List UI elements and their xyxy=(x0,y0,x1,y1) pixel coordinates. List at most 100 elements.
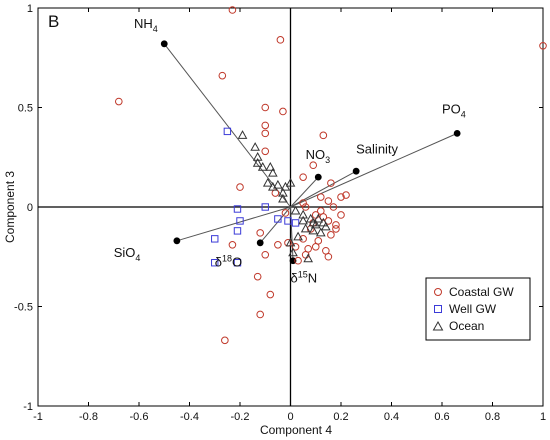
point-coastal-gw xyxy=(228,241,237,249)
x-tick-label: 0.8 xyxy=(485,411,500,423)
point-coastal-gw xyxy=(327,179,335,187)
vector-label-15n: δ15N xyxy=(291,270,318,286)
vector-tip-sio4 xyxy=(173,237,181,245)
point-coastal-gw xyxy=(299,235,307,243)
point-well-gw xyxy=(236,217,244,225)
vector-label-po4: PO4 xyxy=(442,101,466,119)
point-coastal-gw xyxy=(324,252,333,261)
point-coastal-gw xyxy=(236,183,244,191)
point-coastal-gw xyxy=(294,256,302,265)
point-coastal-gw xyxy=(327,231,335,239)
point-well-gw xyxy=(284,217,292,225)
vector-label-salinity: Salinity xyxy=(356,141,398,156)
point-well-gw xyxy=(223,127,232,136)
y-tick-label: 0 xyxy=(27,202,33,214)
point-coastal-gw xyxy=(256,229,265,237)
vector-line-18o xyxy=(259,206,291,244)
vector-line-sio4 xyxy=(176,206,291,242)
point-coastal-gw xyxy=(329,203,338,211)
point-ocean xyxy=(250,142,260,151)
legend: Coastal GW Well GW Ocean xyxy=(425,277,531,341)
point-ocean xyxy=(265,161,276,171)
point-coastal-gw xyxy=(261,121,270,130)
point-coastal-gw xyxy=(261,250,270,259)
point-ocean xyxy=(285,237,296,247)
loading-labels: NH4 PO4 NO3 Salinity SiO4 δ18O δ15N xyxy=(114,16,466,286)
point-well-gw xyxy=(233,205,242,213)
point-coastal-gw xyxy=(539,42,547,50)
point-ocean xyxy=(262,177,273,187)
x-tick-label: 1 xyxy=(540,411,546,423)
point-ocean xyxy=(310,219,321,229)
point-coastal-gw xyxy=(317,207,325,215)
legend-marker-coastal-gw xyxy=(434,288,442,296)
point-coastal-gw xyxy=(314,237,323,245)
vector-line-no3 xyxy=(290,176,319,208)
point-coastal-gw xyxy=(317,193,325,201)
vector-label-sio4: SiO4 xyxy=(114,245,141,263)
vector-tip-18o xyxy=(256,239,264,247)
point-well-gw xyxy=(261,203,269,211)
axis-ticks: -1 -0.8 -0.6 -0.4 -0.2 0 0.2 0.4 0.6 0.8 1 -1 -0.5 0 0… xyxy=(14,3,546,423)
vector-tip-salinity xyxy=(352,167,360,175)
x-tick-label: -0.4 xyxy=(180,411,199,423)
vector-line-nh4 xyxy=(163,43,291,208)
data-points xyxy=(115,6,547,345)
point-coastal-gw xyxy=(115,97,123,106)
point-coastal-gw xyxy=(332,225,340,233)
point-coastal-gw xyxy=(337,211,345,219)
y-tick-label: -1 xyxy=(23,401,33,413)
point-ocean xyxy=(288,247,298,257)
vector-label-18o: δ18O xyxy=(215,254,242,270)
legend-marker-well-gw xyxy=(434,305,442,313)
point-ocean xyxy=(308,225,319,235)
point-coastal-gw xyxy=(261,147,270,156)
vector-tip-nh4 xyxy=(160,40,168,48)
point-ocean xyxy=(278,193,288,203)
point-ocean xyxy=(315,227,326,237)
point-coastal-gw xyxy=(253,272,262,281)
vector-line-15n xyxy=(290,206,294,261)
point-coastal-gw xyxy=(299,173,307,181)
point-coastal-gw xyxy=(324,197,333,205)
point-coastal-gw xyxy=(221,336,229,345)
point-coastal-gw xyxy=(228,6,237,14)
point-ocean xyxy=(267,167,278,177)
point-ocean xyxy=(273,179,283,189)
point-coastal-gw xyxy=(261,103,270,112)
point-well-gw xyxy=(233,259,242,267)
point-coastal-gw xyxy=(279,107,287,116)
point-ocean xyxy=(298,209,308,219)
point-ocean xyxy=(285,177,296,187)
point-ocean xyxy=(321,221,331,231)
point-ocean xyxy=(290,205,301,215)
point-coastal-gw xyxy=(266,290,275,299)
point-ocean xyxy=(237,130,248,139)
point-ocean xyxy=(252,152,263,161)
point-ocean xyxy=(257,161,268,171)
point-coastal-gw xyxy=(274,241,282,249)
x-tick-label: 0 xyxy=(287,411,293,423)
vector-tip-po4 xyxy=(453,129,461,137)
x-tick-label: -0.8 xyxy=(79,411,98,423)
point-ocean xyxy=(293,231,303,241)
point-coastal-gw xyxy=(342,191,350,199)
legend-label-ocean: Ocean xyxy=(449,319,484,333)
point-coastal-gw xyxy=(291,243,300,251)
point-coastal-gw xyxy=(218,71,227,80)
point-ocean xyxy=(303,253,314,263)
vector-line-salinity xyxy=(290,170,357,208)
y-axis-title: Component 3 xyxy=(3,171,17,243)
point-coastal-gw xyxy=(332,221,340,229)
x-tick-label: -0.2 xyxy=(231,411,250,423)
x-tick-label: -1 xyxy=(33,411,43,423)
x-tick-label: -0.6 xyxy=(130,411,149,423)
legend-label-well-gw: Well GW xyxy=(449,302,497,316)
point-well-gw xyxy=(211,259,219,267)
point-ocean xyxy=(318,217,329,227)
point-ocean xyxy=(298,215,308,225)
point-coastal-gw xyxy=(304,244,312,253)
point-coastal-gw xyxy=(301,203,310,211)
point-coastal-gw xyxy=(256,310,265,319)
